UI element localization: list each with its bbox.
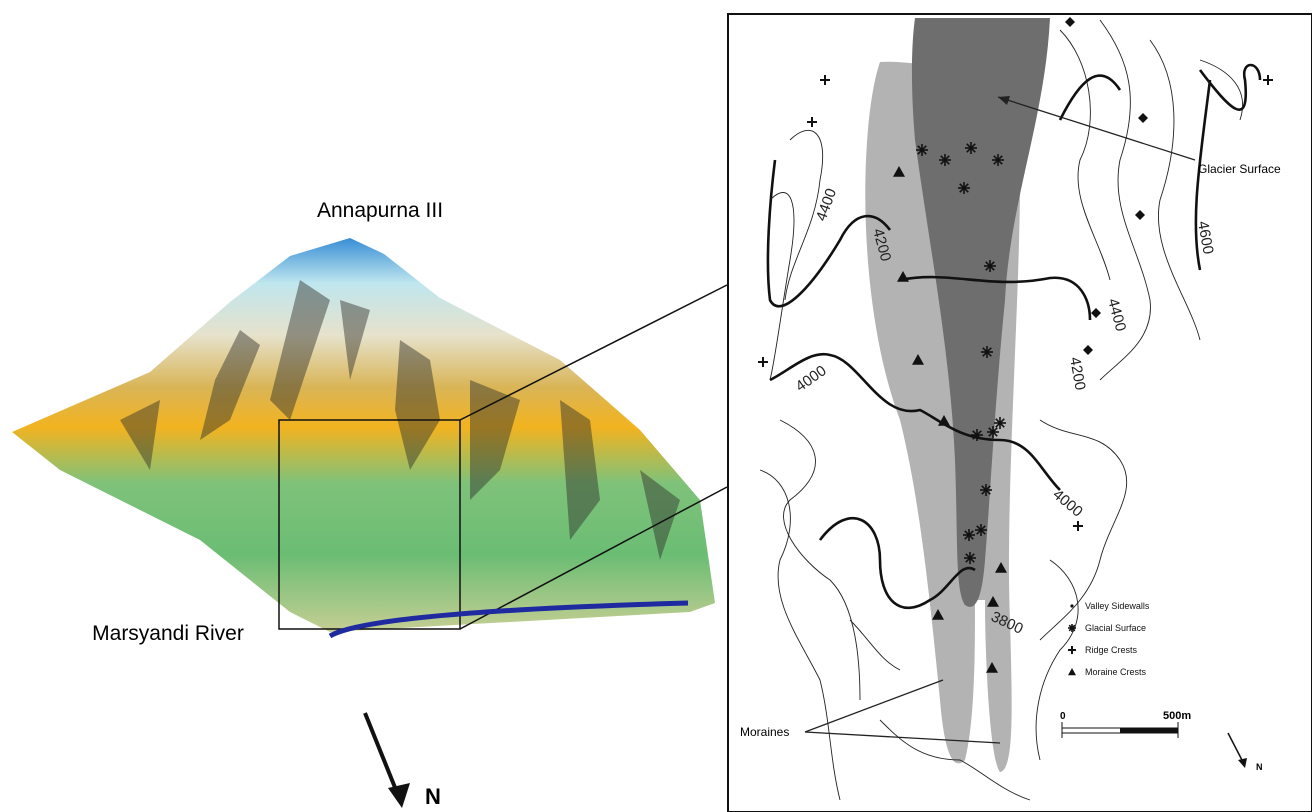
ridge-marker bbox=[1068, 646, 1076, 654]
contour-label: 4600 bbox=[1194, 220, 1217, 256]
north-label: N bbox=[425, 784, 441, 809]
marker-stroke bbox=[1068, 624, 1076, 632]
scale-start: 0 bbox=[1060, 711, 1066, 722]
moraine-marker bbox=[912, 354, 924, 365]
river-label: Marsyandi River bbox=[92, 622, 244, 645]
glacial-marker bbox=[981, 346, 993, 358]
glacier-surface-label: Glacier Surface bbox=[1198, 162, 1281, 176]
north-arrow bbox=[363, 712, 398, 791]
marker-stroke bbox=[959, 183, 969, 193]
scale-end: 500m bbox=[1163, 710, 1191, 722]
sidewall-marker bbox=[1135, 210, 1145, 220]
marker-stroke bbox=[940, 155, 950, 165]
glacial-marker bbox=[958, 182, 970, 194]
peak-label: Annapurna III bbox=[317, 199, 443, 222]
marker-stroke bbox=[976, 525, 986, 535]
arrowhead bbox=[998, 96, 1010, 105]
marker-stroke bbox=[966, 143, 976, 153]
moraine-marker bbox=[938, 415, 950, 426]
legend-label: Glacial Surface bbox=[1085, 623, 1146, 633]
moraine-marker bbox=[1068, 668, 1076, 676]
marker-stroke bbox=[965, 553, 975, 563]
marker-stroke bbox=[988, 427, 998, 437]
glacial-marker bbox=[963, 529, 975, 541]
annotation-arrow bbox=[804, 731, 1001, 744]
north-arrowhead bbox=[388, 783, 410, 808]
ridge-marker bbox=[758, 357, 768, 367]
zoom-line bbox=[459, 486, 728, 630]
annotation-arrow bbox=[997, 96, 1196, 161]
moraine-marker bbox=[897, 271, 909, 282]
glacial-marker bbox=[939, 154, 951, 166]
marker-stroke bbox=[981, 485, 991, 495]
north-arrowhead bbox=[1238, 758, 1247, 768]
legend-label: Valley Sidewalls bbox=[1085, 601, 1150, 611]
moraine-marker bbox=[987, 596, 999, 607]
ridge-marker bbox=[820, 75, 830, 85]
ridge-marker bbox=[1073, 521, 1083, 531]
marker-stroke bbox=[995, 418, 1005, 428]
marker-stroke bbox=[982, 347, 992, 357]
glacial-marker bbox=[916, 144, 928, 156]
north-label: N bbox=[1256, 762, 1263, 772]
contour-map: 4400 4200 4000 3800 4600 4400 4200 4000 … bbox=[727, 13, 1312, 812]
annotation-arrow bbox=[804, 679, 944, 733]
contour-label: 4200 bbox=[1066, 356, 1089, 392]
zoom-box bbox=[278, 419, 461, 630]
glacial-marker bbox=[964, 552, 976, 564]
glacial-marker bbox=[992, 154, 1004, 166]
scale-bar bbox=[1061, 722, 1179, 738]
zoom-line bbox=[459, 284, 728, 421]
marker-stroke bbox=[993, 155, 1003, 165]
sidewall-marker bbox=[1065, 17, 1075, 27]
glacial-marker bbox=[994, 417, 1006, 429]
sidewall-marker bbox=[1091, 308, 1101, 318]
marker-stroke bbox=[985, 261, 995, 271]
glacial-marker bbox=[980, 484, 992, 496]
terrain bbox=[12, 238, 715, 632]
north-arrow bbox=[1227, 732, 1244, 763]
legend-label: Ridge Crests bbox=[1085, 645, 1138, 655]
marker-stroke bbox=[972, 430, 982, 440]
glacial-marker bbox=[971, 429, 983, 441]
ridge-marker bbox=[807, 117, 817, 127]
marker-stroke bbox=[917, 145, 927, 155]
glacial-marker bbox=[984, 260, 996, 272]
glacial-marker bbox=[965, 142, 977, 154]
moraine-marker bbox=[932, 609, 944, 620]
moraine-marker bbox=[893, 166, 905, 177]
moraines-label: Moraines bbox=[740, 725, 789, 739]
ridge-marker bbox=[1263, 75, 1273, 85]
glacial-marker bbox=[987, 426, 999, 438]
moraine-marker bbox=[995, 562, 1007, 573]
legend-label: Moraine Crests bbox=[1085, 667, 1147, 677]
river bbox=[328, 600, 689, 639]
sidewall-marker bbox=[1083, 345, 1093, 355]
glacial-marker bbox=[1068, 624, 1076, 632]
marker-stroke bbox=[964, 530, 974, 540]
glacial-marker bbox=[975, 524, 987, 536]
sidewall-marker bbox=[1070, 604, 1074, 608]
moraine-marker bbox=[986, 662, 998, 673]
sidewall-marker bbox=[1138, 113, 1148, 123]
